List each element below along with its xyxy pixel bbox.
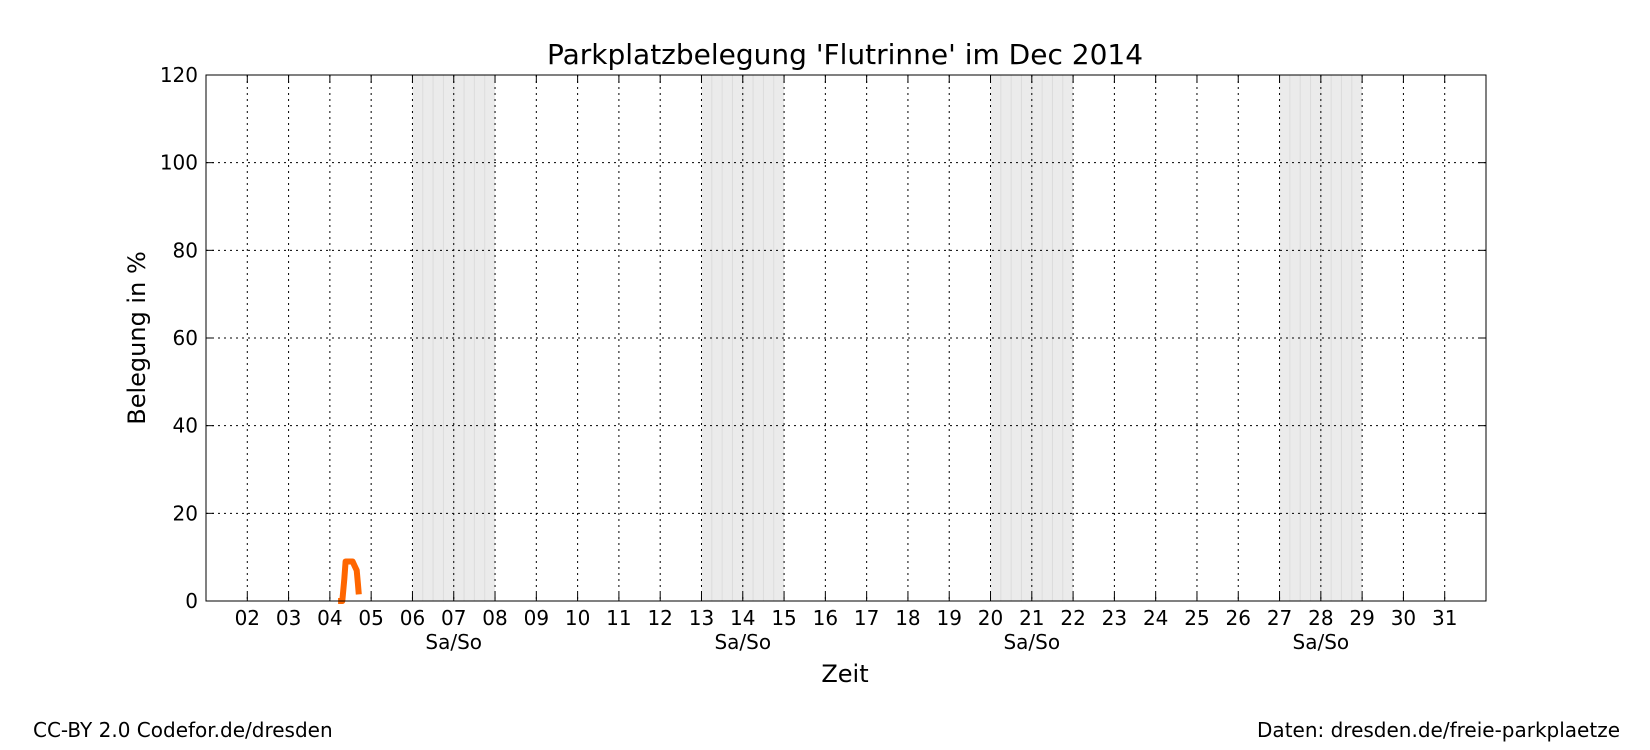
weekend-labels: Sa/So Sa/So Sa/So Sa/So — [425, 630, 1349, 654]
x-tick-label: 31 — [1432, 606, 1457, 630]
y-tick-label: 0 — [185, 589, 198, 613]
x-tick-label: 24 — [1143, 606, 1168, 630]
x-tick-label: 10 — [565, 606, 590, 630]
x-axis-ticks: 02 03 04 05 06 07 08 09 10 11 12 13 14 15 16 17 18 19 20 21… — [235, 75, 1457, 630]
chart-title: Parkplatzbelegung 'Flutrinne' im Dec 201… — [547, 38, 1143, 71]
x-tick-label: 16 — [813, 606, 838, 630]
weekend-label-3: Sa/So — [1293, 630, 1350, 654]
x-tick-label: 23 — [1102, 606, 1127, 630]
x-tick-label: 26 — [1226, 606, 1251, 630]
x-tick-label: 25 — [1184, 606, 1209, 630]
x-tick-label: 15 — [771, 606, 796, 630]
x-tick-label: 22 — [1060, 606, 1085, 630]
series-layer — [338, 558, 362, 604]
x-tick-label: 14 — [730, 606, 755, 630]
data-source-note: Daten: dresden.de/freie-parkplaetze — [1257, 718, 1620, 742]
y-axis-label: Belegung in % — [123, 251, 151, 425]
weekend-label-2: Sa/So — [1003, 630, 1060, 654]
series-line-0 — [338, 558, 362, 604]
y-axis-ticks: 0 20 40 60 80 100 120 — [160, 63, 1486, 613]
x-tick-label: 02 — [235, 606, 260, 630]
license-note: CC-BY 2.0 Codefor.de/dresden — [33, 718, 333, 742]
x-tick-label: 09 — [524, 606, 549, 630]
x-tick-label: 30 — [1391, 606, 1416, 630]
x-tick-label: 21 — [1019, 606, 1044, 630]
x-tick-label: 18 — [895, 606, 920, 630]
x-tick-label: 17 — [854, 606, 879, 630]
y-tick-label: 60 — [173, 326, 198, 350]
grid-lines — [206, 74, 1486, 602]
weekend-label-1: Sa/So — [714, 630, 771, 654]
x-tick-label: 03 — [276, 606, 301, 630]
x-tick-label: 27 — [1267, 606, 1292, 630]
y-tick-label: 20 — [173, 501, 198, 525]
x-tick-label: 29 — [1349, 606, 1374, 630]
y-tick-label: 120 — [160, 63, 198, 87]
x-axis-label: Zeit — [821, 660, 868, 688]
x-tick-label: 28 — [1308, 606, 1333, 630]
x-tick-label: 04 — [317, 606, 342, 630]
y-tick-label: 100 — [160, 151, 198, 175]
x-tick-label: 07 — [441, 606, 466, 630]
x-tick-label: 08 — [482, 606, 507, 630]
x-tick-label: 05 — [358, 606, 383, 630]
x-tick-label: 20 — [978, 606, 1003, 630]
weekend-label-0: Sa/So — [425, 630, 482, 654]
x-tick-label: 11 — [606, 606, 631, 630]
x-tick-label: 19 — [936, 606, 961, 630]
x-tick-label: 13 — [689, 606, 714, 630]
x-tick-label: 12 — [647, 606, 672, 630]
x-tick-label: 06 — [400, 606, 425, 630]
y-tick-label: 80 — [173, 238, 198, 262]
y-tick-label: 40 — [173, 414, 198, 438]
